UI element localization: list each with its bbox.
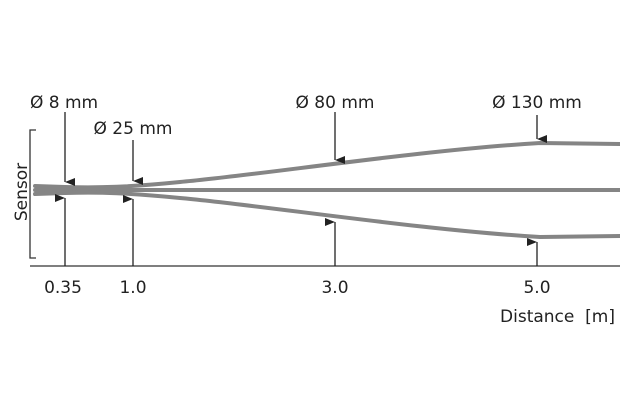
distance-label: 1.0 <box>119 278 146 298</box>
diameter-label: Ø 8 mm <box>30 93 98 113</box>
sensor-bracket <box>29 129 36 259</box>
beam-upper <box>33 140 620 190</box>
arrows <box>55 112 547 266</box>
diameter-label: Ø 25 mm <box>94 119 173 139</box>
diameter-label: Ø 80 mm <box>296 93 375 113</box>
distance-label: 0.35 <box>44 278 82 298</box>
sensor-label: Sensor <box>12 163 32 221</box>
distance-label: 3.0 <box>321 278 348 298</box>
axis-label: Distance [m] <box>500 307 615 327</box>
beam-lower <box>33 190 620 240</box>
diameter-label: Ø 130 mm <box>492 93 582 113</box>
distance-label: 5.0 <box>523 278 550 298</box>
